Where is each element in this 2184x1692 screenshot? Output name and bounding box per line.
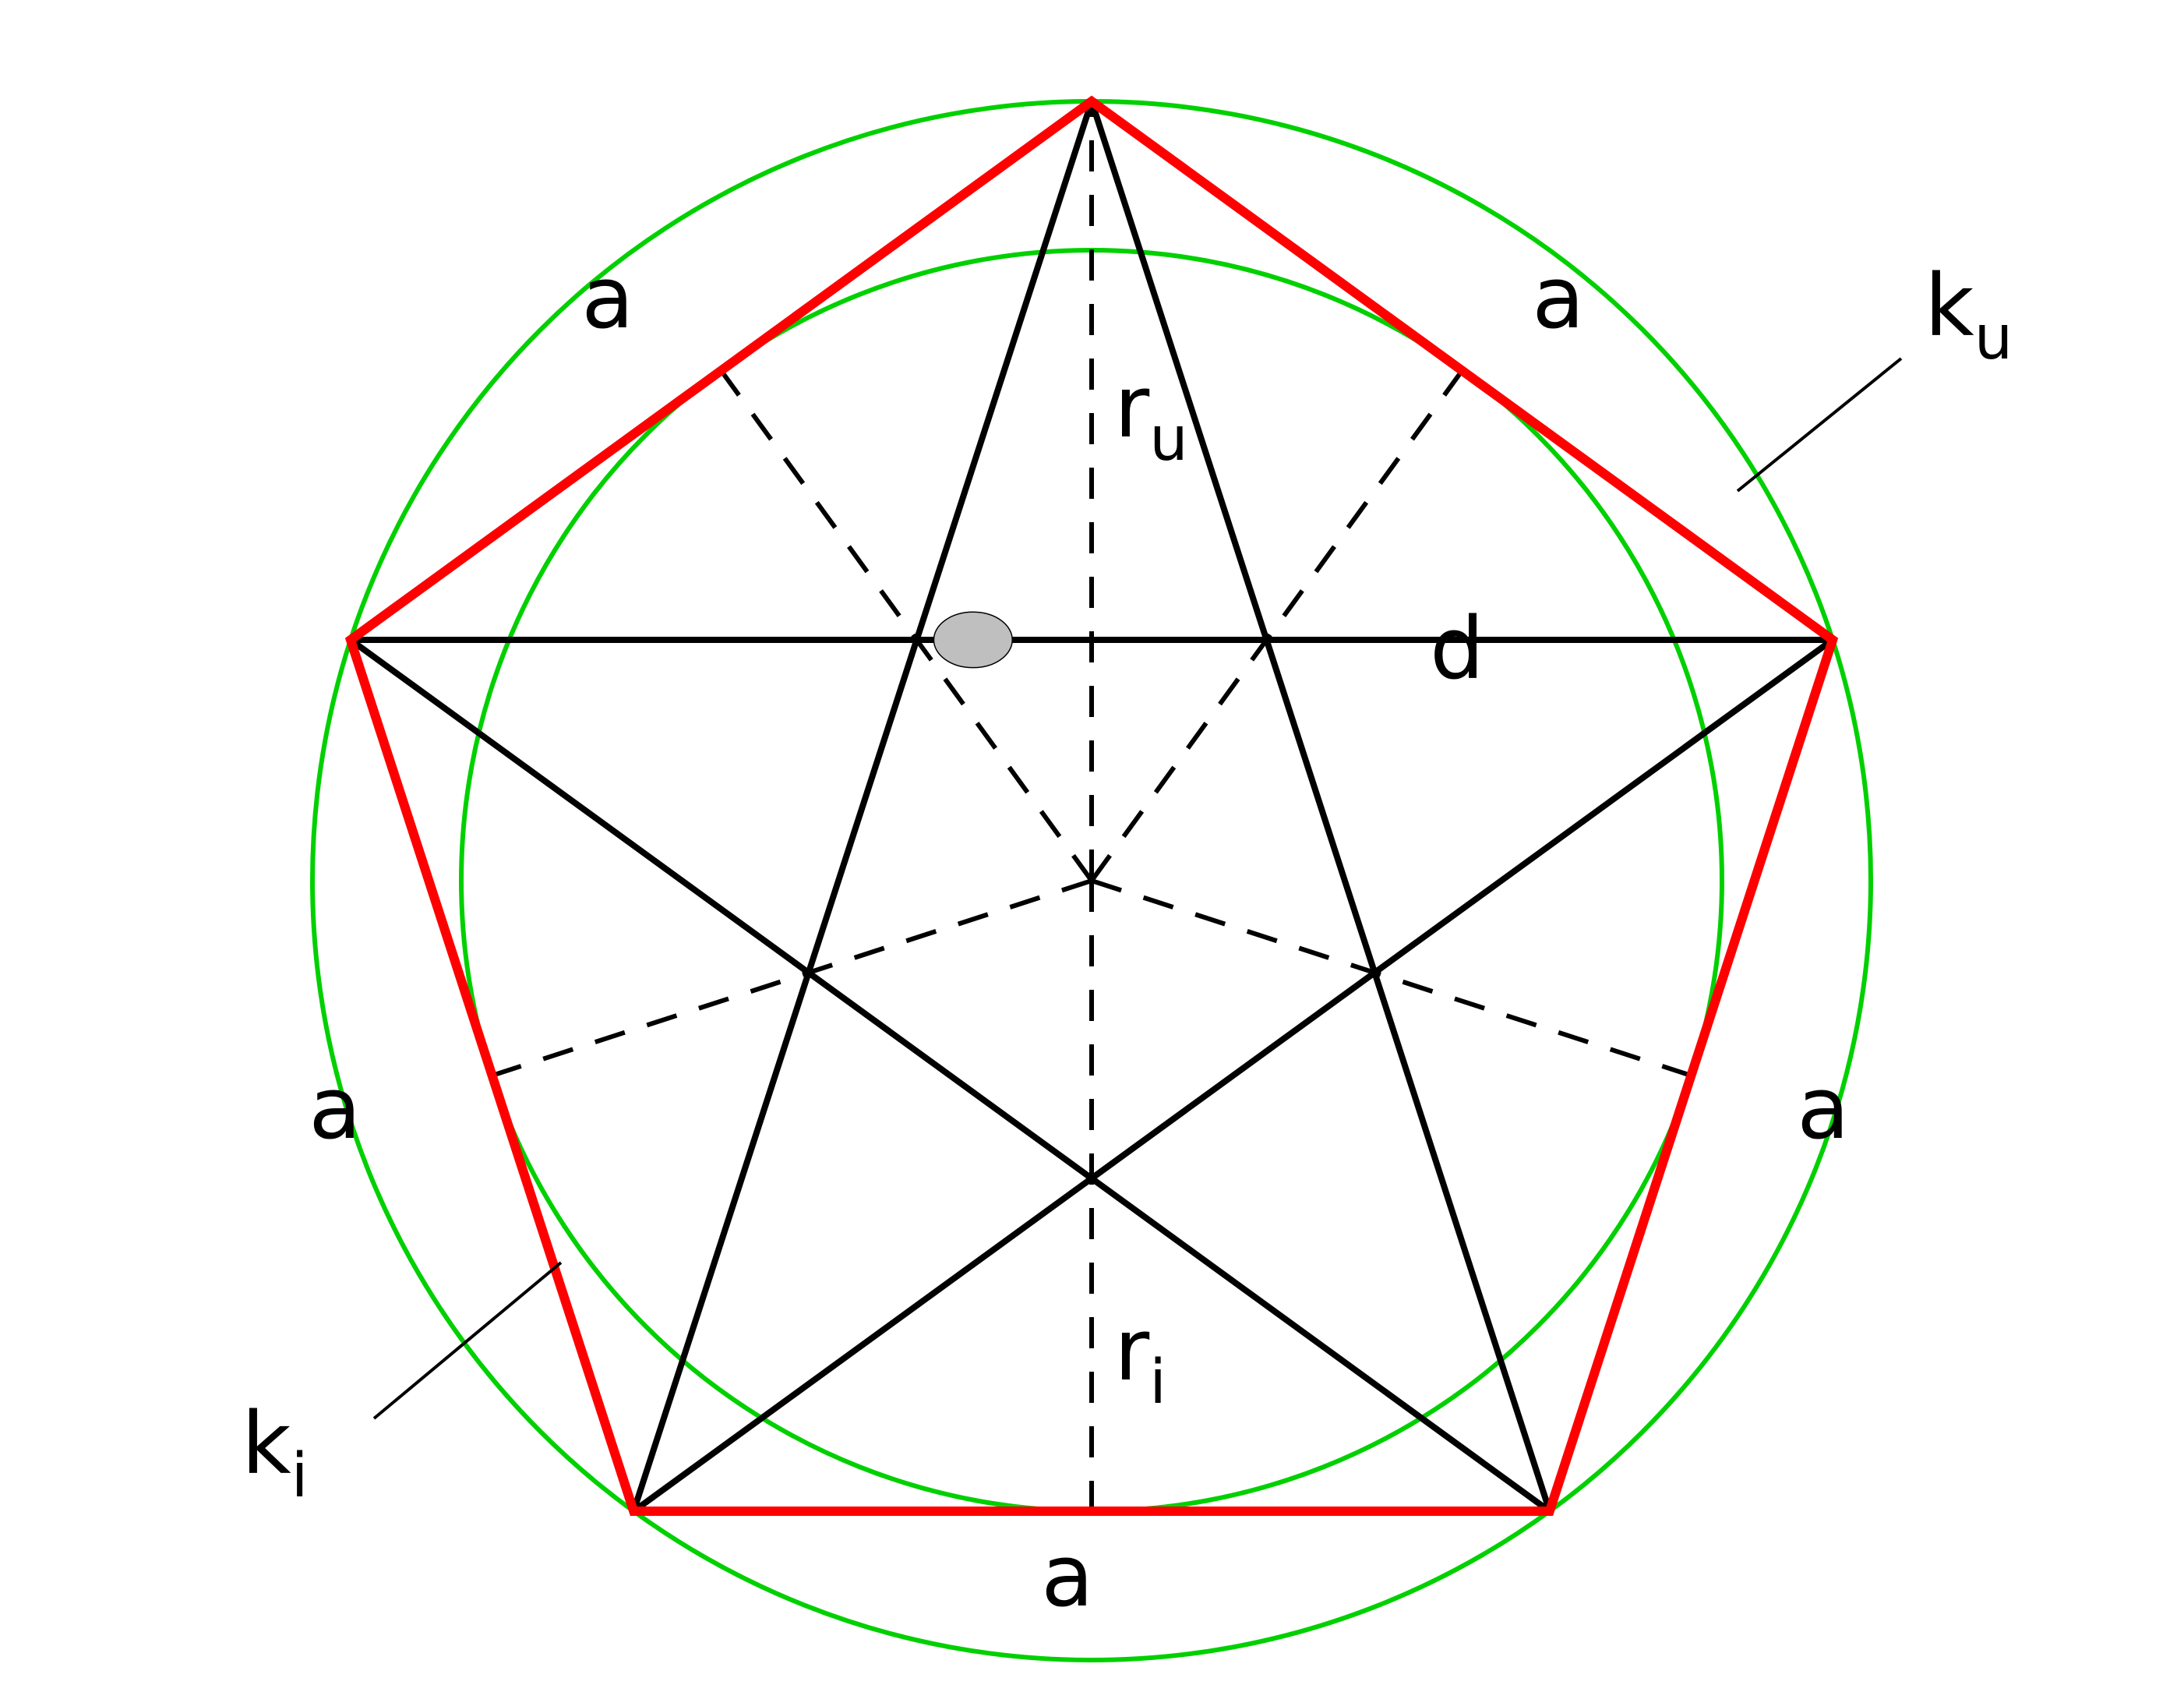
diagonal: [633, 640, 1833, 1511]
ri-label: ri: [1114, 1300, 1166, 1418]
side-label-3: a: [1041, 1526, 1093, 1626]
ki-label: ki: [242, 1394, 308, 1511]
diagonal: [1092, 101, 1550, 1511]
diagonal: [633, 101, 1092, 1511]
ku-leader: [1738, 359, 1901, 491]
radius-dash: [721, 370, 1092, 881]
ki-leader: [374, 1263, 561, 1418]
diagonal: [351, 640, 1550, 1511]
d-highlight: [933, 612, 1012, 667]
d-label: d: [1430, 599, 1484, 698]
pentagon-diagram: a a a a a ru ri d ku ki: [0, 0, 2184, 1692]
side-label-0: a: [581, 248, 633, 348]
ku-label: ku: [1925, 256, 2013, 373]
side-label-1: a: [1532, 248, 1584, 348]
side-label-2: a: [1797, 1058, 1849, 1158]
ru-label: ru: [1114, 357, 1188, 475]
radius-dash: [1092, 881, 1691, 1076]
side-label-4: a: [309, 1058, 361, 1158]
radius-dash: [492, 881, 1092, 1076]
